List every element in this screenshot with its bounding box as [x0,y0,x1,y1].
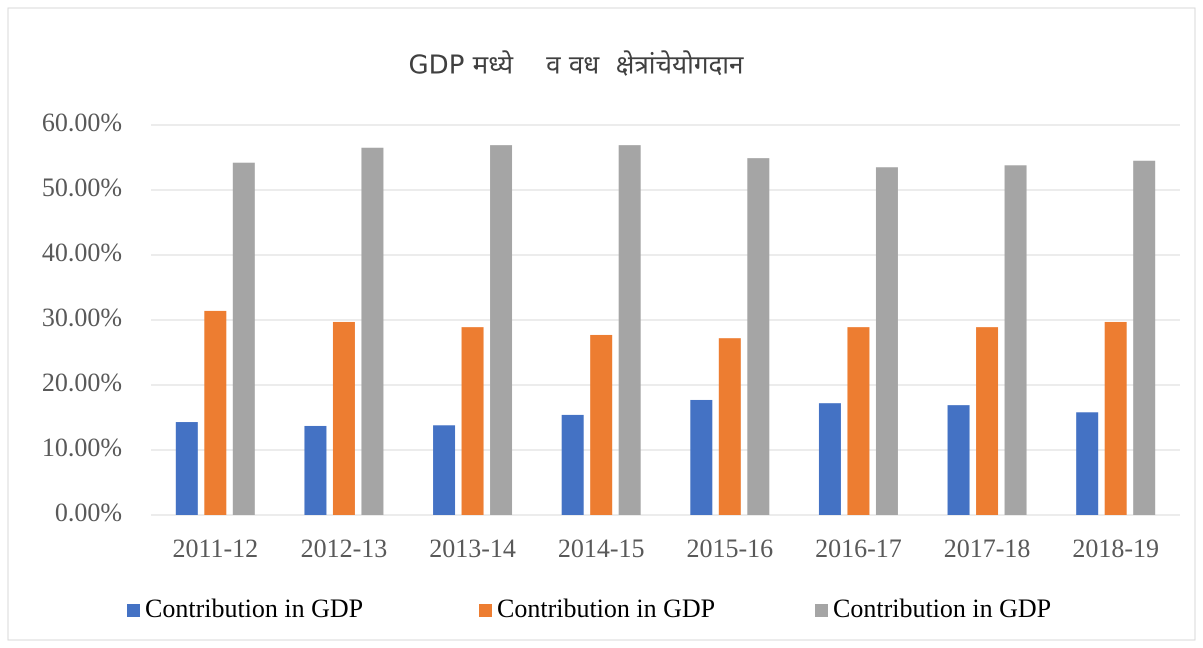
legend-swatch [815,604,828,617]
bar [490,145,513,515]
bar [175,422,198,515]
bar [461,327,484,515]
y-tick-label: 60.00% [42,108,122,137]
bar [433,425,456,515]
x-tick-label: 2013-14 [429,534,516,563]
y-tick-label: 50.00% [42,173,122,202]
bar [947,405,970,515]
bar [818,403,841,515]
bar [332,321,355,515]
bar [304,425,327,515]
x-tick-label: 2014-15 [558,534,645,563]
y-tick-label: 0.00% [55,498,122,527]
chart-title: GDP मध्ये व वध क्षेत्रांचेयोगदान [409,50,745,81]
y-tick-label: 10.00% [42,433,122,462]
x-tick-label: 2016-17 [815,534,902,563]
bar [976,327,999,515]
x-tick-label: 2015-16 [686,534,773,563]
x-tick-label: 2017-18 [944,534,1031,563]
bar [561,414,584,515]
bar [875,167,898,515]
legend-swatch [127,604,140,617]
bar [1133,160,1156,515]
bar [847,327,870,515]
bar [232,162,255,515]
bar [747,158,770,515]
bar [1104,321,1127,515]
bar [361,147,384,515]
legend-label: Contribution in GDP [145,594,363,623]
y-tick-label: 40.00% [42,238,122,267]
x-tick-label: 2018-19 [1072,534,1159,563]
x-tick-label: 2011-12 [172,534,258,563]
y-tick-label: 20.00% [42,368,122,397]
bar [618,145,641,515]
bar [1076,412,1099,515]
bar [1004,165,1027,516]
legend-swatch [479,604,492,617]
legend-label: Contribution in GDP [833,594,1051,623]
bar [590,334,613,515]
bar [718,338,741,515]
legend-label: Contribution in GDP [497,594,715,623]
y-tick-label: 30.00% [42,303,122,332]
x-tick-label: 2012-13 [301,534,388,563]
bar [204,310,227,515]
bar [690,399,713,515]
